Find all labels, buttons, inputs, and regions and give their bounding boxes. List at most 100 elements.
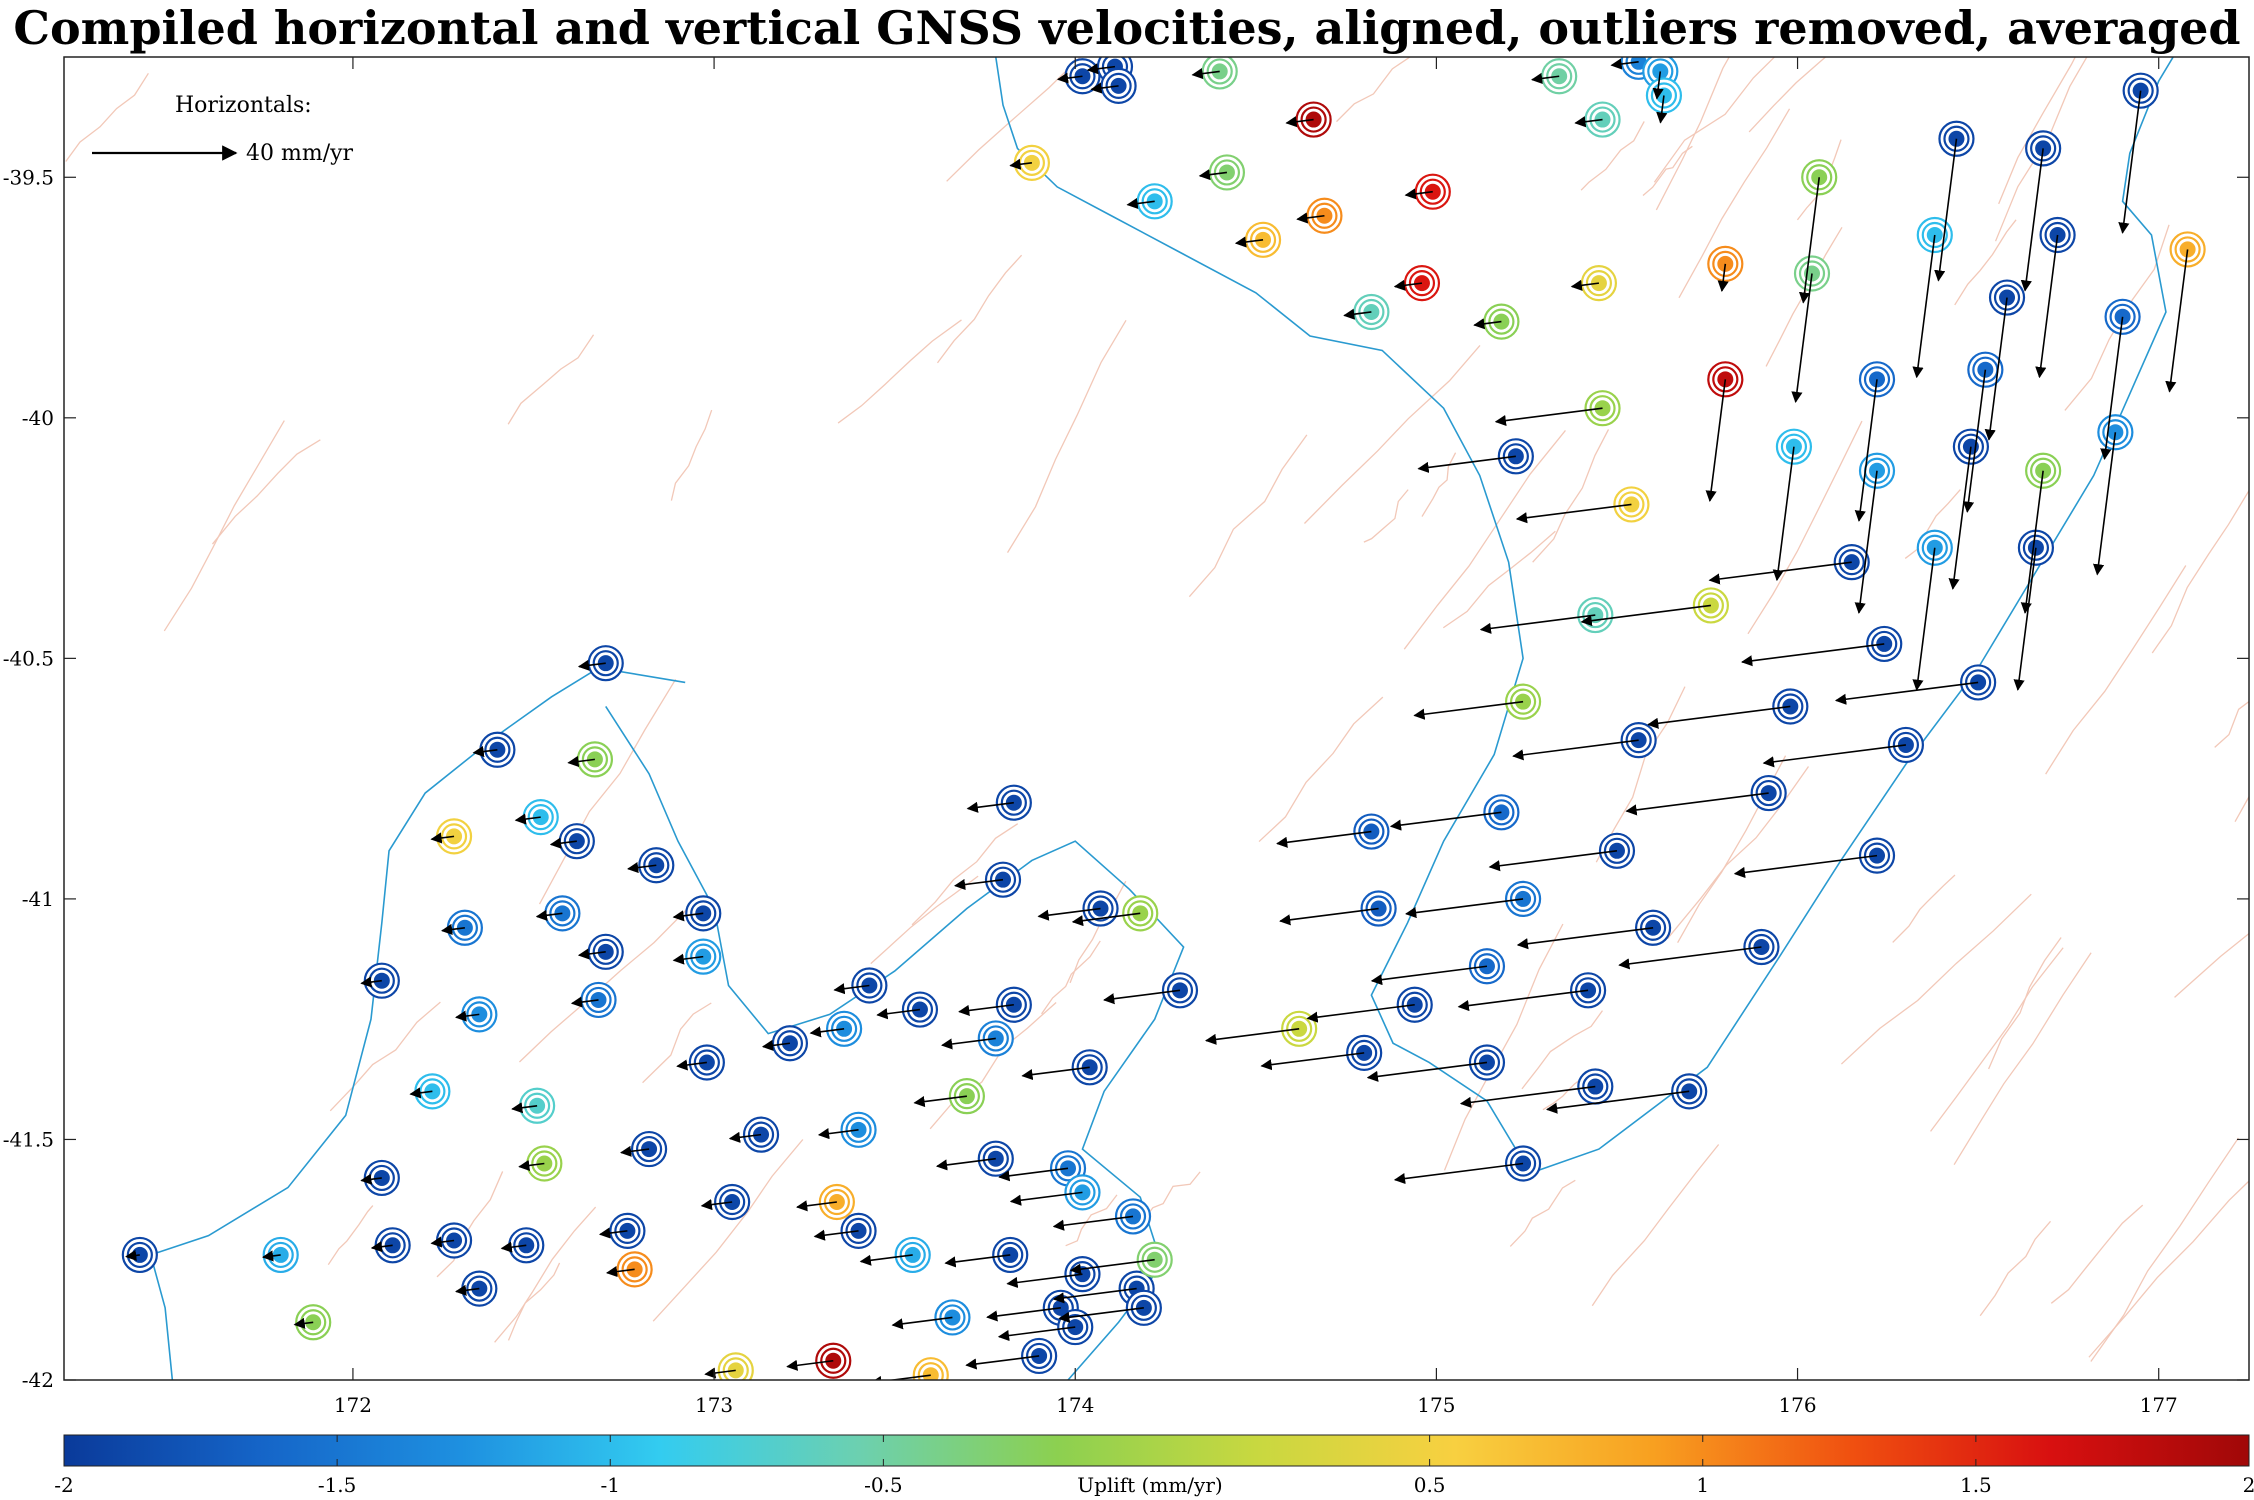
velocity-arrow (577, 948, 606, 960)
fault-line (1442, 530, 1556, 629)
velocity-arrow (1366, 1061, 1488, 1082)
fault-line (1979, 1220, 2052, 1317)
velocity-arrow (1343, 308, 1372, 320)
velocity-arrow (986, 1307, 1061, 1322)
gnss-station (1584, 101, 1621, 138)
velocity-arrow (1393, 279, 1423, 291)
velocity-arrow (1854, 470, 1878, 614)
fault-line (837, 319, 962, 424)
colorbar-tick-label: -1.5 (318, 1473, 357, 1497)
velocity-arrow (1574, 116, 1603, 128)
chart-title: Compiled horizontal and vertical GNSS ve… (13, 1, 2241, 55)
velocity-arrow (1009, 1191, 1083, 1206)
velocity-arrow (409, 1087, 433, 1099)
plot-area: 172 173 174 175 176 177 -39.5 -40 -40.5 -41 -41.5… (3, 56, 2250, 1417)
velocity-arrow (1056, 72, 1083, 84)
gnss-station (995, 986, 1032, 1023)
velocity-arrow (1306, 1003, 1415, 1023)
velocity-arrow (1457, 989, 1589, 1012)
velocity-arrow (1488, 850, 1618, 872)
velocity-arrow (958, 1003, 1014, 1016)
gnss-station (1136, 1241, 1173, 1278)
fault-line (1954, 219, 2017, 306)
fault-line (1509, 1179, 1576, 1247)
gnss-station (1295, 101, 1332, 138)
fault-line (329, 1001, 441, 1112)
velocity-arrow (796, 1200, 837, 1212)
velocity-arrow (598, 1227, 628, 1239)
velocity-arrow (293, 1317, 314, 1329)
fault-line (2050, 1204, 2144, 1304)
colorbar-tick-label: 1.5 (1960, 1473, 1992, 1497)
velocity-arrow (966, 801, 1014, 813)
velocity-arrow (1934, 138, 1958, 282)
velocity-arrow (891, 1316, 953, 1330)
velocity-arrow (1006, 1273, 1083, 1288)
gnss-station (992, 1236, 1029, 1274)
fault-line (929, 1001, 1057, 1130)
fault-line (1998, 57, 2077, 205)
fault-line (1006, 319, 1127, 553)
colorbar-bar (63, 1434, 2250, 1467)
velocity-arrow (1413, 700, 1524, 720)
velocity-arrow (1405, 898, 1524, 919)
fault-line (652, 1139, 804, 1322)
gnss-station (2017, 529, 2055, 566)
fault-line (1953, 952, 2092, 1166)
velocity-arrow (1546, 1090, 1690, 1114)
gnss-station (446, 909, 483, 946)
velocity-arrow (700, 1199, 733, 1211)
gnss-station (461, 996, 498, 1033)
fault-line (163, 420, 285, 632)
velocity-arrow (261, 1250, 281, 1262)
y-tick-label: -41 (22, 887, 54, 911)
velocity-arrow (1037, 907, 1101, 921)
fault-line (1069, 880, 1127, 984)
fault-line (2088, 1180, 2249, 1358)
colorbar-ticks: -2 -1.5 -1 -0.5 0.5 1 1.5 2 (54, 1435, 2254, 1497)
velocity-arrow (998, 1167, 1069, 1182)
velocity-arrow (1772, 446, 1795, 582)
fault-line (1678, 108, 1791, 299)
velocity-arrow (1234, 236, 1264, 248)
velocity-arrow (1205, 1028, 1300, 1045)
fault-line (1532, 429, 1610, 563)
velocity-arrow (870, 1374, 931, 1380)
velocity-arrow (441, 923, 465, 935)
velocity-arrow (1285, 116, 1314, 128)
fault-line (1403, 430, 1566, 650)
velocity-arrow (2165, 249, 2189, 393)
velocity-arrow (1389, 811, 1502, 831)
velocity-arrow (2013, 547, 2037, 691)
velocity-arrow (676, 1059, 707, 1071)
gnss-station (717, 1352, 754, 1380)
velocity-arrow (817, 1128, 859, 1140)
velocity-arrow (1279, 907, 1379, 926)
station-dot (2035, 140, 2052, 157)
velocity-arrow (1191, 68, 1220, 80)
fault-line (507, 1262, 561, 1341)
velocity-arrow (1198, 169, 1228, 181)
velocity-arrow (2118, 90, 2142, 234)
fault-line (327, 1205, 374, 1266)
velocity-arrow (876, 1008, 921, 1020)
colorbar-tick-label: 2 (2243, 1473, 2254, 1497)
fault-line (2174, 932, 2249, 998)
velocity-arrow (605, 1266, 635, 1278)
velocity-arrow (953, 878, 1004, 891)
fault-line (507, 334, 595, 425)
fault-line (2151, 489, 2249, 654)
velocity-arrow (935, 1157, 996, 1171)
plot-background (64, 57, 2249, 1380)
fault-line (936, 254, 1023, 364)
velocity-arrow (1647, 705, 1791, 729)
fault-line (670, 409, 713, 501)
velocity-arrow (1103, 989, 1181, 1005)
station-dot (1630, 57, 1647, 70)
fault-line (2045, 565, 2187, 775)
legend-heading: Horizontals: (175, 93, 312, 118)
fault-line (538, 678, 677, 905)
velocity-arrow (1515, 503, 1632, 524)
fault-line (1188, 434, 1308, 598)
legend-scale-label: 40 mm/yr (246, 141, 354, 166)
